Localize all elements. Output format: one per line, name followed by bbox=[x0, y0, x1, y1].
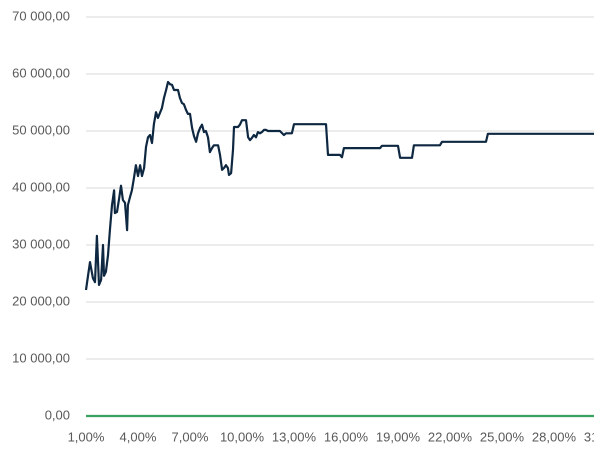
y-tick-label: 30 000,00 bbox=[12, 236, 70, 251]
y-tick-label: 0,00 bbox=[45, 407, 70, 422]
x-tick-label: 28,00% bbox=[532, 429, 577, 444]
x-tick-label: 25,00% bbox=[480, 429, 525, 444]
x-tick-label: 7,00% bbox=[172, 429, 209, 444]
x-tick-label: 1,00% bbox=[68, 429, 105, 444]
y-tick-label: 50 000,00 bbox=[12, 122, 70, 137]
y-tick-label: 40 000,00 bbox=[12, 179, 70, 194]
x-tick-label: 10,00% bbox=[220, 429, 265, 444]
y-tick-label: 60 000,00 bbox=[12, 65, 70, 80]
y-tick-label: 20 000,00 bbox=[12, 293, 70, 308]
y-tick-label: 70 000,00 bbox=[12, 8, 70, 23]
x-tick-label: 31,00% bbox=[584, 429, 594, 444]
x-tick-label: 22,00% bbox=[428, 429, 473, 444]
x-tick-label: 4,00% bbox=[120, 429, 157, 444]
y-tick-label: 10 000,00 bbox=[12, 350, 70, 365]
x-tick-label: 19,00% bbox=[376, 429, 421, 444]
series-line bbox=[84, 80, 594, 291]
x-tick-label: 13,00% bbox=[272, 429, 317, 444]
x-tick-label: 16,00% bbox=[324, 429, 369, 444]
